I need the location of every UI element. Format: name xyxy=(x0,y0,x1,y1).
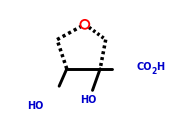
Text: H: H xyxy=(156,62,164,72)
Text: CO: CO xyxy=(137,62,152,72)
Text: HO: HO xyxy=(27,101,43,111)
Text: 2: 2 xyxy=(152,67,157,76)
Circle shape xyxy=(80,20,89,29)
Text: HO: HO xyxy=(80,95,97,105)
